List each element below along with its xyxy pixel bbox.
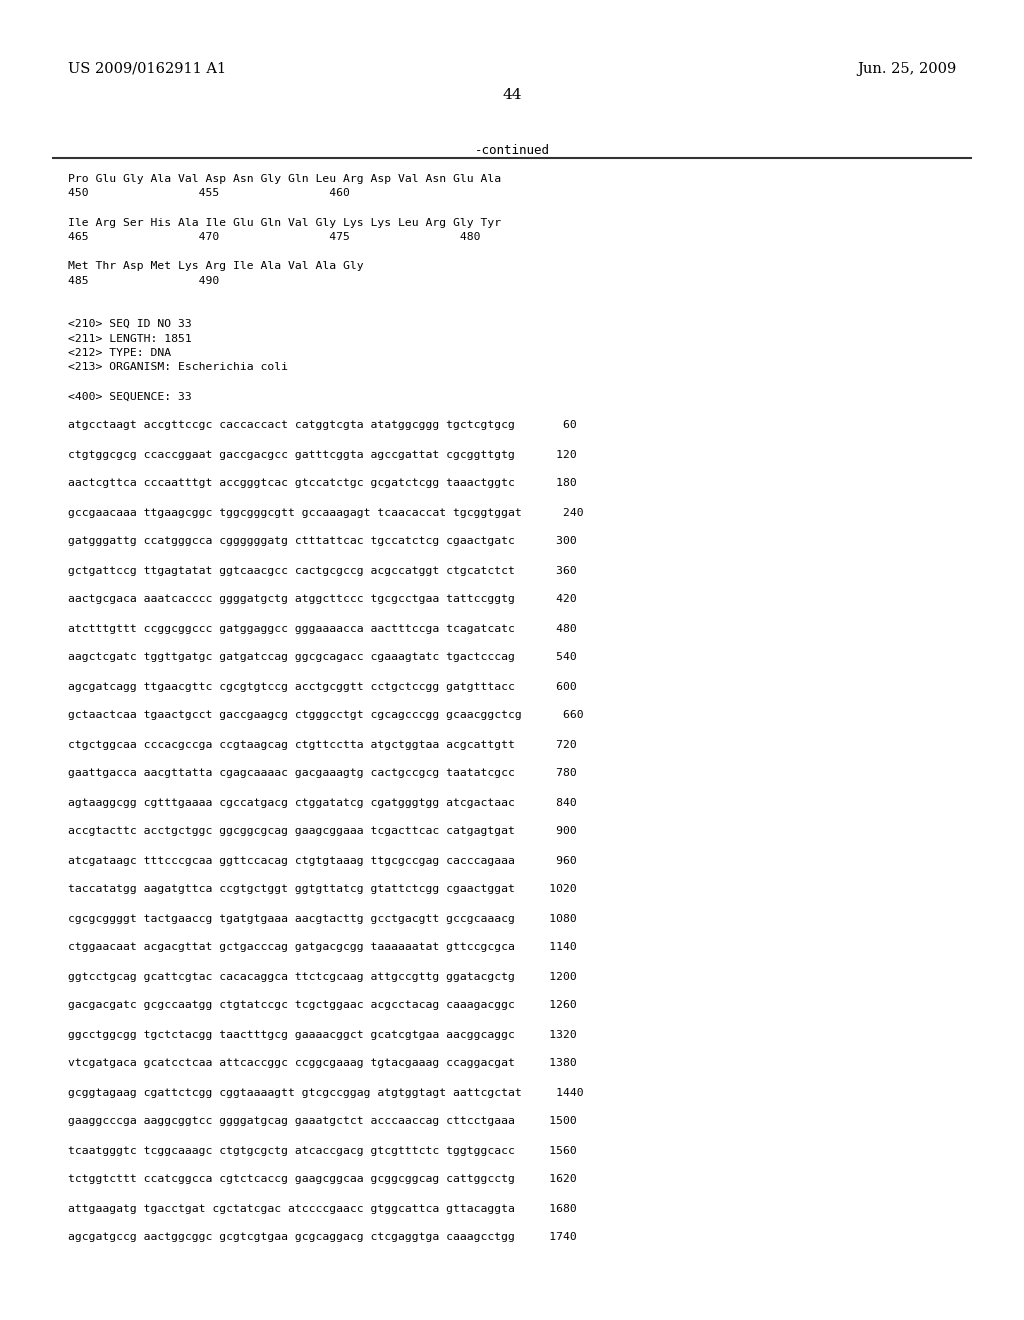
- Text: taccatatgg aagatgttca ccgtgctggt ggtgttatcg gtattctcgg cgaactggat     1020: taccatatgg aagatgttca ccgtgctggt ggtgtta…: [68, 884, 577, 895]
- Text: tctggtcttt ccatcggcca cgtctcaccg gaagcggcaa gcggcggcag cattggcctg     1620: tctggtcttt ccatcggcca cgtctcaccg gaagcgg…: [68, 1175, 577, 1184]
- Text: ctgtggcgcg ccaccggaat gaccgacgcc gatttcggta agccgattat cgcggttgtg      120: ctgtggcgcg ccaccggaat gaccgacgcc gatttcg…: [68, 450, 577, 459]
- Text: ggcctggcgg tgctctacgg taactttgcg gaaaacggct gcatcgtgaa aacggcaggc     1320: ggcctggcgg tgctctacgg taactttgcg gaaaacg…: [68, 1030, 577, 1040]
- Text: agcgatgccg aactggcggc gcgtcgtgaa gcgcaggacg ctcgaggtga caaagcctgg     1740: agcgatgccg aactggcggc gcgtcgtgaa gcgcagg…: [68, 1233, 577, 1242]
- Text: cgcgcggggt tactgaaccg tgatgtgaaa aacgtacttg gcctgacgtt gccgcaaacg     1080: cgcgcggggt tactgaaccg tgatgtgaaa aacgtac…: [68, 913, 577, 924]
- Text: atgcctaagt accgttccgc caccaccact catggtcgta atatggcggg tgctcgtgcg       60: atgcctaagt accgttccgc caccaccact catggtc…: [68, 421, 577, 430]
- Text: aactgcgaca aaatcacccc ggggatgctg atggcttccc tgcgcctgaa tattccggtg      420: aactgcgaca aaatcacccc ggggatgctg atggctt…: [68, 594, 577, 605]
- Text: agtaaggcgg cgtttgaaaa cgccatgacg ctggatatcg cgatgggtgg atcgactaac      840: agtaaggcgg cgtttgaaaa cgccatgacg ctggata…: [68, 797, 577, 808]
- Text: ctggaacaat acgacgttat gctgacccag gatgacgcgg taaaaaatat gttccgcgca     1140: ctggaacaat acgacgttat gctgacccag gatgacg…: [68, 942, 577, 953]
- Text: aactcgttca cccaatttgt accgggtcac gtccatctgc gcgatctcgg taaactggtc      180: aactcgttca cccaatttgt accgggtcac gtccatc…: [68, 479, 577, 488]
- Text: <400> SEQUENCE: 33: <400> SEQUENCE: 33: [68, 392, 191, 401]
- Text: <213> ORGANISM: Escherichia coli: <213> ORGANISM: Escherichia coli: [68, 363, 288, 372]
- Text: gccgaacaaa ttgaagcggc tggcgggcgtt gccaaagagt tcaacaccat tgcggtggat      240: gccgaacaaa ttgaagcggc tggcgggcgtt gccaaa…: [68, 507, 584, 517]
- Text: 44: 44: [502, 88, 522, 102]
- Text: gaattgacca aacgttatta cgagcaaaac gacgaaagtg cactgccgcg taatatcgcc      780: gaattgacca aacgttatta cgagcaaaac gacgaaa…: [68, 768, 577, 779]
- Text: agcgatcagg ttgaacgttc cgcgtgtccg acctgcggtt cctgctccgg gatgtttacc      600: agcgatcagg ttgaacgttc cgcgtgtccg acctgcg…: [68, 681, 577, 692]
- Text: gctgattccg ttgagtatat ggtcaacgcc cactgcgccg acgccatggt ctgcatctct      360: gctgattccg ttgagtatat ggtcaacgcc cactgcg…: [68, 565, 577, 576]
- Text: gctaactcaa tgaactgcct gaccgaagcg ctgggcctgt cgcagcccgg gcaacggctcg      660: gctaactcaa tgaactgcct gaccgaagcg ctgggcc…: [68, 710, 584, 721]
- Text: atctttgttt ccggcggccc gatggaggcc gggaaaacca aactttccga tcagatcatc      480: atctttgttt ccggcggccc gatggaggcc gggaaaa…: [68, 623, 577, 634]
- Text: gatgggattg ccatgggcca cggggggatg ctttattcac tgccatctcg cgaactgatc      300: gatgggattg ccatgggcca cggggggatg ctttatt…: [68, 536, 577, 546]
- Text: 450                455                460: 450 455 460: [68, 189, 350, 198]
- Text: Met Thr Asp Met Lys Arg Ile Ala Val Ala Gly: Met Thr Asp Met Lys Arg Ile Ala Val Ala …: [68, 261, 364, 271]
- Text: accgtacttc acctgctggc ggcggcgcag gaagcggaaa tcgacttcac catgagtgat      900: accgtacttc acctgctggc ggcggcgcag gaagcgg…: [68, 826, 577, 837]
- Text: Ile Arg Ser His Ala Ile Glu Gln Val Gly Lys Lys Leu Arg Gly Tyr: Ile Arg Ser His Ala Ile Glu Gln Val Gly …: [68, 218, 501, 227]
- Text: vtcgatgaca gcatcctcaa attcaccggc ccggcgaaag tgtacgaaag ccaggacgat     1380: vtcgatgaca gcatcctcaa attcaccggc ccggcga…: [68, 1059, 577, 1068]
- Text: ggtcctgcag gcattcgtac cacacaggca ttctcgcaag attgccgttg ggatacgctg     1200: ggtcctgcag gcattcgtac cacacaggca ttctcgc…: [68, 972, 577, 982]
- Text: ctgctggcaa cccacgccga ccgtaagcag ctgttcctta atgctggtaa acgcattgtt      720: ctgctggcaa cccacgccga ccgtaagcag ctgttcc…: [68, 739, 577, 750]
- Text: gaaggcccga aaggcggtcc ggggatgcag gaaatgctct acccaaccag cttcctgaaa     1500: gaaggcccga aaggcggtcc ggggatgcag gaaatgc…: [68, 1117, 577, 1126]
- Text: gacgacgatc gcgccaatgg ctgtatccgc tcgctggaac acgcctacag caaagacggc     1260: gacgacgatc gcgccaatgg ctgtatccgc tcgctgg…: [68, 1001, 577, 1011]
- Text: attgaagatg tgacctgat cgctatcgac atccccgaacc gtggcattca gttacaggta     1680: attgaagatg tgacctgat cgctatcgac atccccga…: [68, 1204, 577, 1213]
- Text: tcaatgggtc tcggcaaagc ctgtgcgctg atcaccgacg gtcgtttctc tggtggcacc     1560: tcaatgggtc tcggcaaagc ctgtgcgctg atcaccg…: [68, 1146, 577, 1155]
- Text: US 2009/0162911 A1: US 2009/0162911 A1: [68, 62, 226, 77]
- Text: gcggtagaag cgattctcgg cggtaaaagtt gtcgccggag atgtggtagt aattcgctat     1440: gcggtagaag cgattctcgg cggtaaaagtt gtcgcc…: [68, 1088, 584, 1097]
- Text: -continued: -continued: [474, 144, 550, 157]
- Text: aagctcgatc tggttgatgc gatgatccag ggcgcagacc cgaaagtatc tgactcccag      540: aagctcgatc tggttgatgc gatgatccag ggcgcag…: [68, 652, 577, 663]
- Text: atcgataagc tttcccgcaa ggttccacag ctgtgtaaag ttgcgccgag cacccagaaa      960: atcgataagc tttcccgcaa ggttccacag ctgtgta…: [68, 855, 577, 866]
- Text: 485                490: 485 490: [68, 276, 219, 285]
- Text: <212> TYPE: DNA: <212> TYPE: DNA: [68, 348, 171, 358]
- Text: <211> LENGTH: 1851: <211> LENGTH: 1851: [68, 334, 191, 343]
- Text: 465                470                475                480: 465 470 475 480: [68, 232, 480, 242]
- Text: Jun. 25, 2009: Jun. 25, 2009: [857, 62, 956, 77]
- Text: <210> SEQ ID NO 33: <210> SEQ ID NO 33: [68, 319, 191, 329]
- Text: Pro Glu Gly Ala Val Asp Asn Gly Gln Leu Arg Asp Val Asn Glu Ala: Pro Glu Gly Ala Val Asp Asn Gly Gln Leu …: [68, 174, 501, 183]
